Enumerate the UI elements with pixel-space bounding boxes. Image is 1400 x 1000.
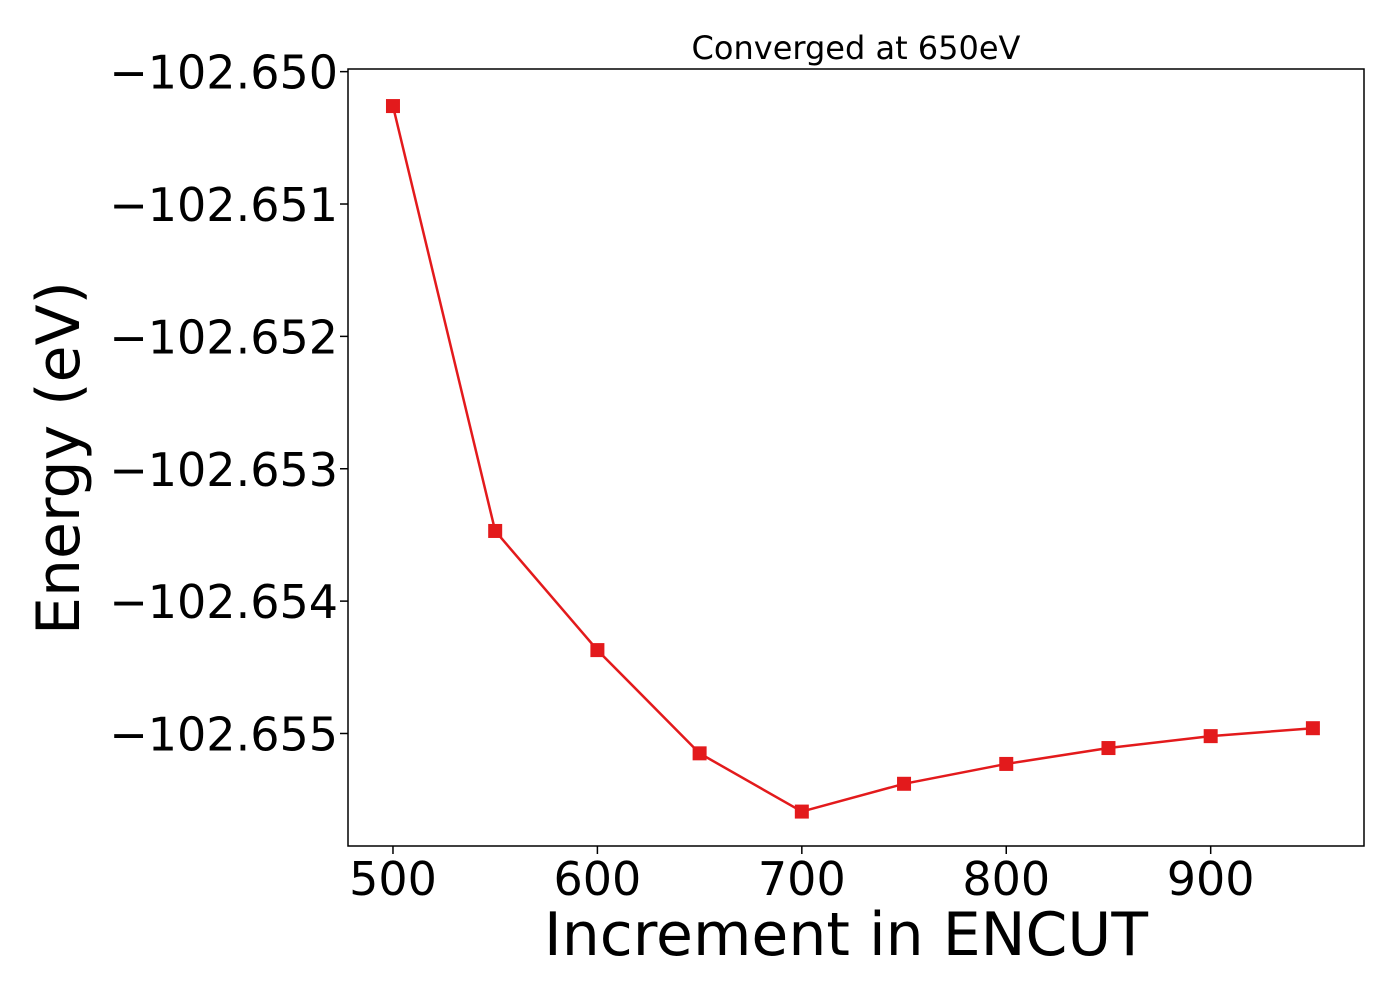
y-axis-label: Energy (eV) <box>24 281 94 635</box>
data-point-marker <box>1101 741 1116 756</box>
data-point-marker <box>897 776 912 791</box>
y-tick-label: −102.655 <box>109 707 338 761</box>
x-tick-label: 900 <box>1167 852 1255 906</box>
data-point-marker <box>488 523 503 538</box>
y-tick-label: −102.650 <box>109 46 338 100</box>
plot-area-frame <box>347 68 1365 847</box>
x-axis-label: Increment in ENCUT <box>544 900 1148 970</box>
x-axis-ticks: 500 600 700 800 900 <box>349 846 1255 906</box>
series-layer <box>385 99 1320 819</box>
data-point-marker <box>385 99 400 114</box>
data-point-marker <box>692 746 707 761</box>
data-point-marker <box>999 756 1014 771</box>
chart-title: Converged at 650eV <box>692 29 1021 67</box>
x-tick-label: 800 <box>962 852 1050 906</box>
data-point-marker <box>794 804 809 819</box>
y-axis-ticks: −102.650 −102.651 −102.652 −102.653 −102.654… <box>109 46 348 761</box>
x-tick-label: 500 <box>349 852 437 906</box>
data-point-marker <box>590 643 605 658</box>
y-tick-label: −102.652 <box>109 310 338 364</box>
data-point-marker <box>1203 729 1218 744</box>
series-line <box>391 105 1313 813</box>
x-tick-label: 600 <box>553 852 641 906</box>
y-tick-label: −102.651 <box>109 178 338 232</box>
y-tick-label: −102.653 <box>109 443 338 497</box>
x-tick-label: 700 <box>758 852 846 906</box>
y-tick-label: −102.654 <box>109 575 338 629</box>
data-point-marker <box>1305 721 1320 736</box>
